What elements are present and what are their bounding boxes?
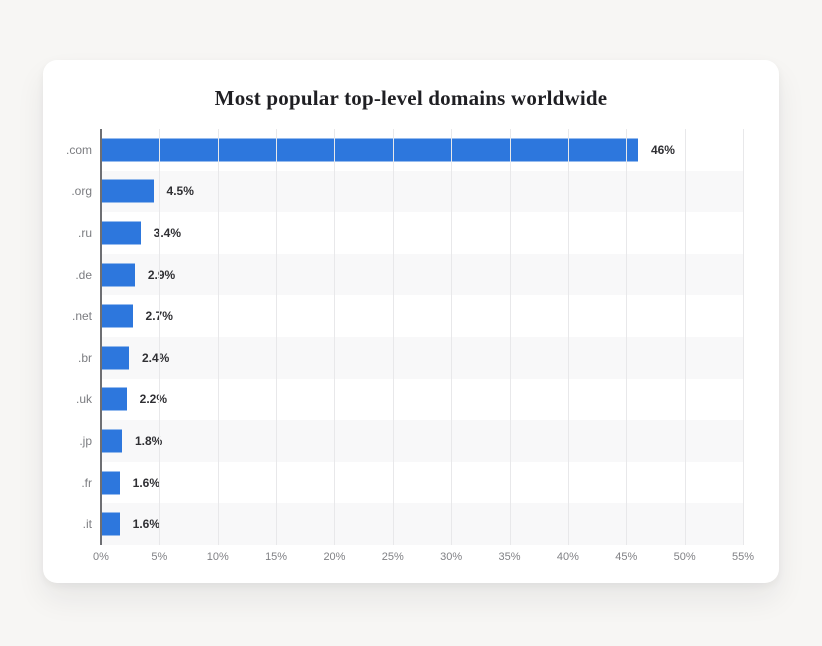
bar-br <box>101 346 129 370</box>
category-label: .uk <box>75 392 92 407</box>
value-label: 46% <box>650 142 675 157</box>
rows-layer: .com 46% .org 4.5% .ru 3.4% .de 2.9% .net 2.7% .br… <box>66 129 743 545</box>
x-tick-label: 0% <box>93 551 109 563</box>
bar-com <box>101 138 638 162</box>
chart-card: Most popular top-level domains worldwide… <box>43 60 779 583</box>
x-tick-label: 35% <box>498 551 521 563</box>
x-tick-label: 5% <box>151 551 168 563</box>
gridline <box>743 129 744 545</box>
value-label: 2.9% <box>147 267 176 282</box>
category-label: .org <box>71 184 92 199</box>
category-label: .net <box>71 309 92 324</box>
chart-row: .jp 1.8% <box>79 420 743 462</box>
chart-title: Most popular top-level domains worldwide <box>214 86 608 110</box>
category-label: .de <box>75 267 92 282</box>
chart-row: .fr 1.6% <box>81 462 743 504</box>
plot-area: .com 46% .org 4.5% .ru 3.4% .de 2.9% .net 2.7% .br… <box>66 129 754 563</box>
chart-row: .ru 3.4% <box>78 212 743 254</box>
bar-org <box>101 179 154 203</box>
y-axis-line <box>100 129 102 545</box>
gridline <box>392 129 394 545</box>
chart-row: .net 2.7% <box>72 295 743 337</box>
chart-row: .com 46% <box>66 129 743 171</box>
x-tick-label: 40% <box>556 551 579 563</box>
x-tick-label: 55% <box>731 551 755 563</box>
gridlines-layer <box>101 129 744 545</box>
gridline <box>626 129 628 545</box>
x-tick-label: 45% <box>615 551 638 563</box>
x-tick-label: 50% <box>673 551 696 563</box>
gridline <box>276 129 278 545</box>
gridline <box>334 129 336 545</box>
value-label: 2.4% <box>142 350 170 365</box>
value-label: 1.6% <box>132 517 161 532</box>
x-tick-label: 10% <box>206 551 229 563</box>
value-label: 4.5% <box>166 184 194 199</box>
bar-fr <box>101 471 120 495</box>
x-tick-label: 20% <box>323 551 346 563</box>
gridline <box>509 129 511 545</box>
category-label: .ru <box>77 225 92 240</box>
gridline <box>684 129 686 545</box>
category-label: .com <box>65 142 92 157</box>
category-label: .it <box>82 517 92 532</box>
chart-row: .de 2.9% <box>75 253 743 296</box>
bar-jp <box>101 429 122 453</box>
x-axis-ticks: 0% 5% 10% 15% 20% 25% 30% 35% 40% 45% 50% 55% <box>93 551 754 565</box>
gridline <box>567 129 569 545</box>
category-label: .jp <box>79 433 92 448</box>
bar-uk <box>101 387 127 411</box>
x-tick-label: 30% <box>440 551 463 563</box>
bar-de <box>101 263 135 287</box>
value-label: 3.4% <box>153 225 182 240</box>
gridline <box>159 129 161 545</box>
bar-ru <box>101 221 141 245</box>
gridline <box>217 129 219 545</box>
value-label: 1.8% <box>135 433 163 448</box>
bar-it <box>101 512 120 536</box>
chart-row: .br 2.4% <box>78 336 743 379</box>
category-label: .fr <box>81 475 92 490</box>
category-label: .br <box>77 350 92 365</box>
gridline <box>451 129 453 545</box>
chart-row: .it 1.6% <box>83 503 743 545</box>
x-tick-label: 15% <box>265 551 288 563</box>
x-tick-label: 25% <box>381 551 404 563</box>
chart-row: .org 4.5% <box>71 170 743 213</box>
bar-net <box>101 304 133 328</box>
value-label: 1.6% <box>132 475 161 490</box>
value-label: 2.7% <box>146 309 173 323</box>
